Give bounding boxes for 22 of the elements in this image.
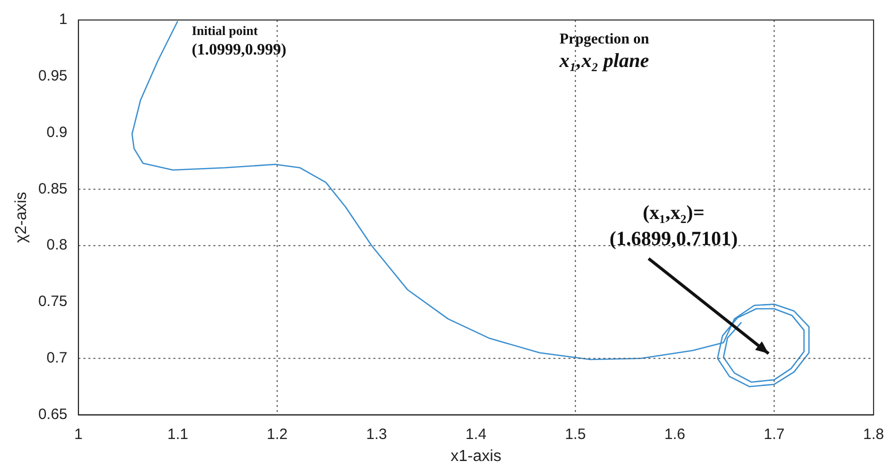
x-tick-label: 1.3 bbox=[366, 426, 388, 443]
y-axis-title: χ2-axis bbox=[13, 192, 30, 243]
x-tick-label: 1.8 bbox=[863, 426, 884, 443]
x-tick-label: 1 bbox=[74, 426, 83, 443]
y-tick-label: 0.8 bbox=[46, 236, 68, 254]
annotation: (x₁,x₂)= (1.6899,0.7101) bbox=[609, 202, 738, 250]
annotation: Prpgection on x₁,x₂ plane bbox=[558, 31, 650, 72]
x-tick-label: 1.6 bbox=[664, 426, 686, 443]
y-tick-label: 0.75 bbox=[38, 293, 68, 310]
y-tick-label: 0.7 bbox=[46, 350, 68, 367]
x-tick-label: 1.5 bbox=[564, 426, 586, 443]
y-tick-label: 0.65 bbox=[38, 406, 68, 423]
x-tick-label: 1.7 bbox=[764, 426, 785, 443]
x-tick-label: 1.4 bbox=[466, 426, 486, 443]
y-tick-label: 1 bbox=[59, 11, 68, 28]
y-tick-label: 0.95 bbox=[38, 68, 68, 85]
x-axis-title: x1-axis bbox=[450, 448, 502, 465]
y-tick-label: 0.85 bbox=[38, 180, 68, 198]
y-tick-label: 0.9 bbox=[46, 124, 68, 141]
x-tick-label: 1.2 bbox=[266, 426, 288, 443]
annotation: Initial point (1.0999,0.999) bbox=[192, 22, 286, 58]
x-tick-label: 1.1 bbox=[167, 426, 188, 443]
